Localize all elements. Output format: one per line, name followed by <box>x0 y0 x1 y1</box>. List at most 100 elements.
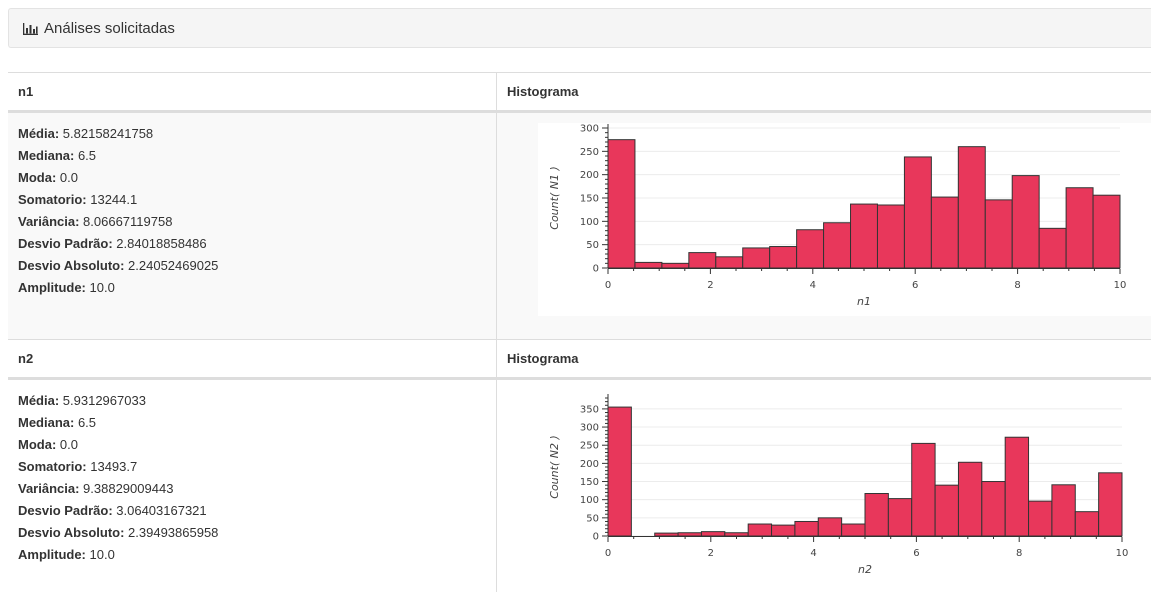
stat-label: Moda: <box>18 170 57 185</box>
stat-line: Amplitude: 10.0 <box>18 277 486 299</box>
histogram-cell: 0 50 100 150 200 250 300 350 0 2 4 6 8 10 n2 Count( N2 … <box>496 379 1151 592</box>
x-tick-label: 0 <box>605 280 611 291</box>
table-row: Média: 5.82158241758 Mediana: 6.5 Moda: 0.… <box>8 112 1151 339</box>
histogram-bar <box>934 484 959 537</box>
histogram-bar <box>769 246 798 269</box>
histogram-bar <box>607 139 636 269</box>
stat-label: Amplitude: <box>18 547 86 562</box>
histogram-chart: 0 50 100 150 200 250 300 0 2 4 6 8 10 n1 Count( N1 ) <box>538 123 1151 316</box>
x-tick-label: 2 <box>708 548 714 559</box>
histogram-bar <box>930 196 959 269</box>
histogram-bar <box>1004 436 1030 537</box>
y-tick-label: 50 <box>586 513 599 524</box>
histogram-bar <box>742 247 771 269</box>
stat-value: 6.5 <box>74 415 97 430</box>
stat-line: Somatorio: 13244.1 <box>18 189 486 211</box>
stat-value: 8.06667119758 <box>79 214 173 229</box>
stat-value: 2.39493865958 <box>124 525 219 540</box>
stat-line: Somatorio: 13493.7 <box>18 456 486 478</box>
stat-value: 9.38829009443 <box>79 481 174 496</box>
stat-value: 10.0 <box>85 547 115 562</box>
y-tick-label: 250 <box>580 147 599 158</box>
stats-list: Média: 5.82158241758 Mediana: 6.5 Moda: 0.… <box>8 112 496 339</box>
histogram-bar <box>677 532 702 537</box>
y-tick-label: 100 <box>580 217 599 228</box>
y-tick-label: 200 <box>580 459 599 470</box>
stat-label: Somatorio: <box>18 192 87 207</box>
x-tick-label: 4 <box>810 548 816 559</box>
histogram-bar <box>850 203 878 269</box>
y-tick-label: 300 <box>580 423 599 434</box>
x-axis-label: n2 <box>858 563 872 576</box>
stat-label: Amplitude: <box>18 280 86 295</box>
stat-label: Média: <box>18 126 60 141</box>
histogram-svg: 0 50 100 150 200 250 300 350 0 2 4 6 8 10 n2 Count( N2 … <box>548 394 1128 576</box>
stat-line: Média: 5.82158241758 <box>18 123 486 145</box>
stat-label: Mediana: <box>18 415 75 430</box>
stats-list: Média: 5.9312967033 Mediana: 6.5 Moda: 0.0… <box>8 379 496 592</box>
stat-line: Desvio Padrão: 2.84018858486 <box>18 233 486 255</box>
histogram-bar <box>796 229 825 269</box>
histogram-bar <box>841 523 866 537</box>
histogram-bar <box>634 261 663 269</box>
x-tick-label: 6 <box>912 280 918 291</box>
stat-label: Variância: <box>18 481 80 496</box>
stat-label: Mediana: <box>18 148 75 163</box>
histogram-bar <box>984 199 1013 269</box>
stat-label: Desvio Absoluto: <box>18 525 125 540</box>
histogram-bar <box>724 532 749 537</box>
stat-value: 5.82158241758 <box>59 126 154 141</box>
histogram-bar <box>864 493 889 537</box>
y-tick-label: 300 <box>580 124 599 135</box>
stat-value: 2.84018858486 <box>112 236 207 251</box>
y-tick-label: 250 <box>580 441 599 452</box>
stat-line: Desvio Absoluto: 2.39493865958 <box>18 522 486 544</box>
y-tick-label: 0 <box>593 532 599 543</box>
y-axis-label: Count( N2 ) <box>548 435 561 498</box>
stat-value: 0.0 <box>56 170 78 185</box>
bar-chart-icon <box>23 22 38 35</box>
histogram-header: Histograma <box>496 72 1151 112</box>
stat-value: 5.9312967033 <box>59 393 146 408</box>
variable-header: n2 <box>8 339 496 379</box>
histogram-bar <box>654 532 679 537</box>
x-tick-label: 4 <box>810 280 816 291</box>
x-tick-label: 2 <box>707 280 713 291</box>
stat-line: Variância: 8.06667119758 <box>18 211 486 233</box>
histogram-svg: 0 50 100 150 200 250 300 0 2 4 6 8 10 n1 Count( N1 ) <box>548 124 1126 309</box>
table-header-row: n1 Histograma <box>8 72 1151 112</box>
histogram-bar <box>607 406 632 537</box>
stat-label: Moda: <box>18 437 57 452</box>
histogram-bar <box>823 222 852 269</box>
stat-value: 10.0 <box>85 280 115 295</box>
stat-line: Desvio Padrão: 3.06403167321 <box>18 500 486 522</box>
stat-value: 13244.1 <box>86 192 138 207</box>
histogram-bar <box>715 256 744 269</box>
histogram-bar <box>1051 484 1076 537</box>
histogram-bar <box>1038 227 1067 269</box>
y-tick-label: 200 <box>580 170 599 181</box>
x-tick-label: 0 <box>605 548 611 559</box>
histogram-chart: 0 50 100 150 200 250 300 350 0 2 4 6 8 10 n2 Count( N2 … <box>538 388 1151 586</box>
histogram-bar <box>1074 511 1100 537</box>
x-tick-label: 8 <box>1014 280 1020 291</box>
page-title: Análises solicitadas <box>44 19 175 37</box>
histogram-bar <box>1011 175 1040 269</box>
y-tick-label: 150 <box>580 194 599 205</box>
y-tick-label: 150 <box>580 477 599 488</box>
table-row: Média: 5.9312967033 Mediana: 6.5 Moda: 0.0… <box>8 379 1151 592</box>
histogram-header: Histograma <box>496 339 1151 379</box>
histogram-bar <box>911 442 936 537</box>
histogram-bar <box>1028 500 1053 537</box>
histogram-bar <box>981 481 1006 537</box>
stat-value: 3.06403167321 <box>112 503 207 518</box>
histogram-bar <box>817 517 843 537</box>
y-tick-label: 350 <box>580 404 599 415</box>
stat-line: Amplitude: 10.0 <box>18 544 486 566</box>
histogram-cell: 0 50 100 150 200 250 300 0 2 4 6 8 10 n1 Count( N1 ) <box>496 112 1151 339</box>
x-tick-label: 6 <box>913 548 919 559</box>
x-tick-label: 8 <box>1016 548 1022 559</box>
histogram-bar <box>887 498 913 537</box>
histogram-bar <box>903 156 932 269</box>
histogram-bar <box>1092 194 1121 269</box>
